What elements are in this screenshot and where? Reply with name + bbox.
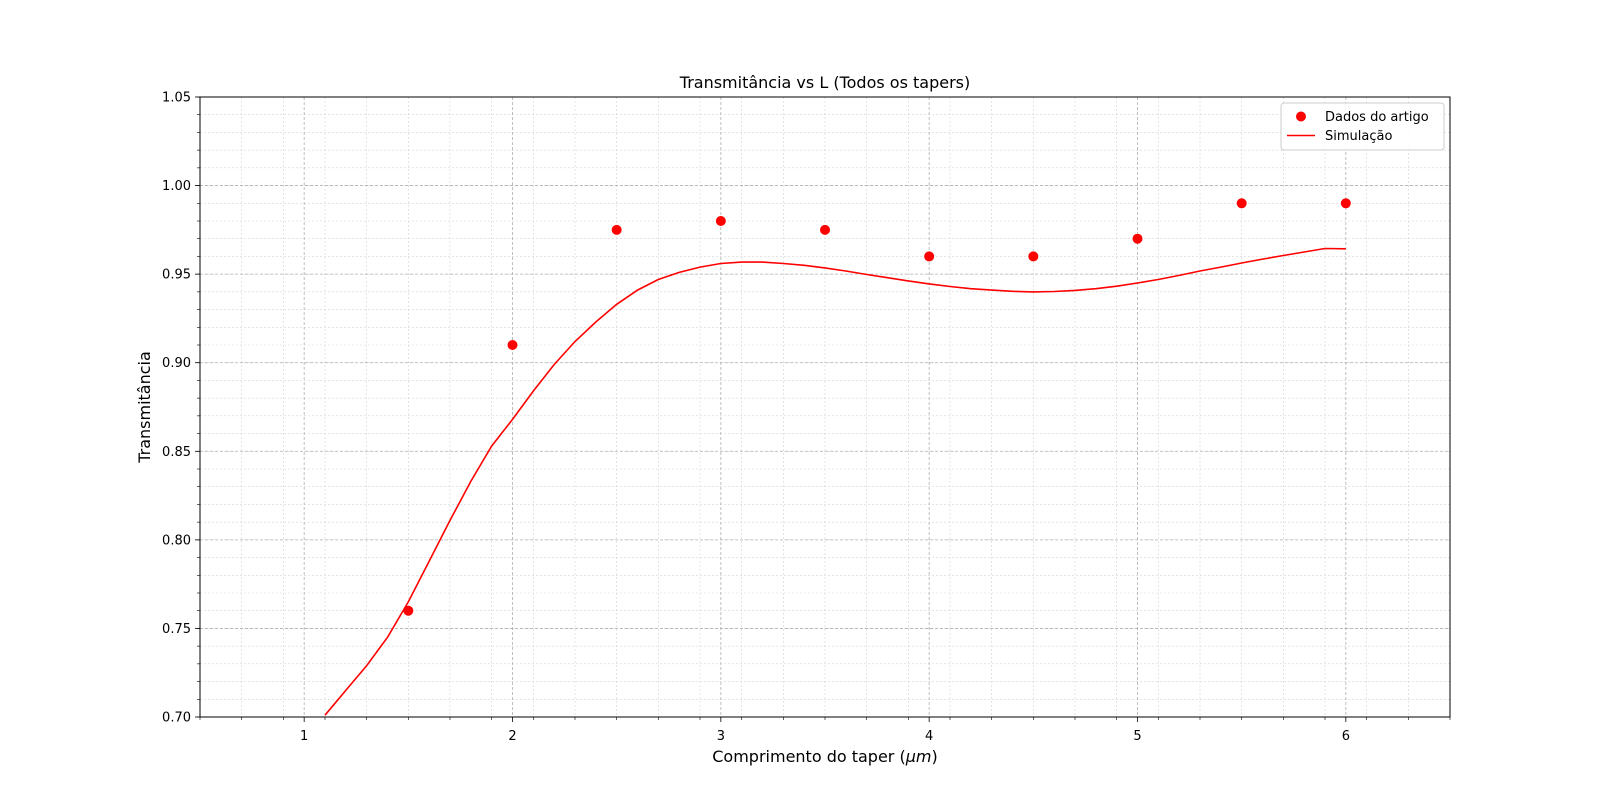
data-point bbox=[403, 605, 414, 616]
y-tick-label: 0.95 bbox=[162, 268, 191, 283]
x-axis-label-text: Comprimento do taper ( bbox=[712, 747, 905, 766]
x-tick-label: 1 bbox=[300, 729, 308, 744]
x-axis-label: Comprimento do taper (μm) bbox=[712, 747, 937, 766]
data-point bbox=[507, 340, 518, 350]
y-tick-label: 0.90 bbox=[162, 356, 191, 371]
data-point bbox=[1028, 251, 1039, 262]
y-tick-label: 1.05 bbox=[162, 91, 191, 106]
data-point bbox=[1340, 198, 1351, 209]
simulation-line bbox=[324, 247, 1346, 716]
data-point bbox=[715, 216, 726, 226]
legend: Dados do artigo Simulação bbox=[1280, 102, 1445, 151]
y-tick-label: 0.80 bbox=[162, 533, 191, 548]
data-point bbox=[924, 251, 935, 262]
y-axis-label: Transmitância bbox=[135, 351, 154, 464]
x-axis-label-unit: μm bbox=[905, 747, 932, 766]
axis-ticks: 1 2 3 4 5 6 0.70 0.75 0.80 0.85 0.90 0.95 1.00 1.05 bbox=[162, 91, 1451, 744]
x-tick-label: 6 bbox=[1342, 729, 1350, 744]
legend-label-dados: Dados do artigo bbox=[1325, 110, 1429, 125]
x-tick-label: 4 bbox=[925, 729, 933, 744]
x-tick-label: 5 bbox=[1133, 729, 1141, 744]
y-tick-label: 0.85 bbox=[162, 445, 191, 460]
x-axis-label-suffix: ) bbox=[931, 747, 937, 766]
y-tick-label: 0.75 bbox=[162, 622, 191, 637]
legend-label-simulacao: Simulação bbox=[1325, 129, 1392, 144]
plot-series bbox=[324, 198, 1351, 716]
x-tick-label: 3 bbox=[717, 729, 725, 744]
data-point bbox=[1132, 233, 1143, 244]
x-tick-label: 2 bbox=[508, 729, 516, 744]
legend-scatter-marker bbox=[1296, 111, 1306, 122]
data-point bbox=[611, 224, 622, 235]
legend-box bbox=[1280, 102, 1445, 151]
data-point bbox=[1236, 198, 1247, 209]
chart-title: Transmitância vs L (Todos os tapers) bbox=[679, 73, 970, 92]
grid bbox=[199, 96, 1451, 718]
data-point bbox=[820, 224, 830, 235]
y-tick-label: 1.00 bbox=[162, 179, 191, 194]
y-tick-label: 0.70 bbox=[162, 711, 191, 726]
